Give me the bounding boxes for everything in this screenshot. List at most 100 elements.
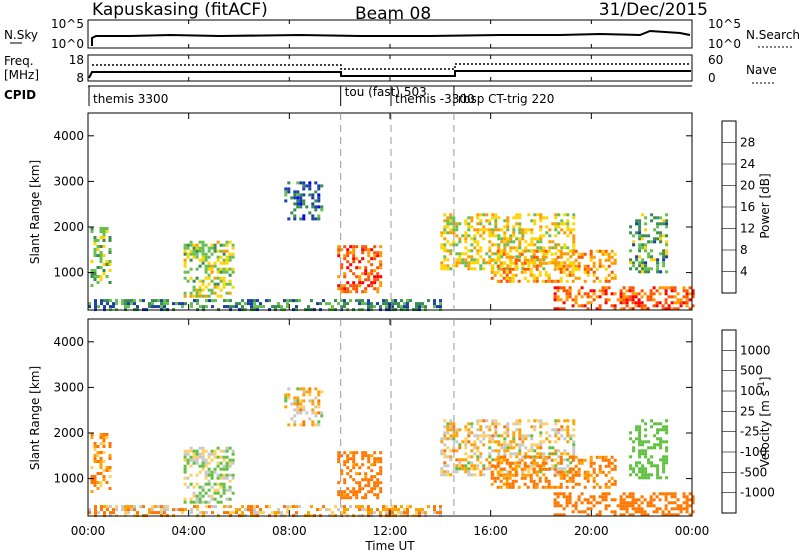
echo-cell [204, 294, 208, 298]
echo-cell [553, 467, 557, 471]
velocity-colorbar-label: 1000 [740, 343, 771, 357]
echo-cell [452, 264, 456, 268]
echo-cell [665, 225, 669, 229]
echo-cell [607, 504, 611, 508]
echo-cell [337, 457, 341, 461]
echo-cell [204, 276, 208, 280]
echo-cell [355, 496, 359, 500]
echo-cell [364, 478, 368, 482]
echo-cell [646, 298, 650, 302]
echo-cell [443, 443, 447, 447]
echo-cell [476, 467, 480, 471]
echo-cell [186, 243, 190, 247]
echo-cell [458, 255, 462, 259]
echo-cell [550, 485, 554, 489]
echo-cell [433, 505, 436, 509]
echo-cell [527, 434, 531, 438]
echo-cell [563, 231, 567, 235]
echo-cell [370, 508, 373, 512]
echo-cell [446, 264, 450, 268]
echo-cell [493, 270, 497, 274]
echo-cell [515, 255, 519, 259]
echo-cell [204, 255, 208, 259]
echo-cell [556, 279, 560, 283]
echo-cell [685, 501, 689, 505]
echo-cell [635, 255, 639, 259]
echo-cell [376, 508, 379, 512]
echo-cell [352, 254, 356, 258]
echo-cell [641, 234, 645, 238]
echo-cell [160, 299, 163, 303]
echo-cell [637, 507, 641, 511]
echo-cell [96, 266, 100, 269]
echo-cell [376, 287, 380, 291]
echo-cell [503, 452, 507, 456]
echo-cell [497, 228, 501, 232]
echo-cell [520, 252, 524, 256]
echo-cell [446, 473, 450, 477]
echo-cell [539, 452, 543, 456]
echo-cell [367, 275, 371, 279]
echo-cell [216, 446, 220, 450]
echo-cell [506, 446, 510, 450]
echo-cell [105, 263, 109, 266]
echo-cell [656, 225, 660, 229]
echo-cell [559, 485, 563, 489]
echo-cell [99, 275, 103, 278]
echo-cell [358, 508, 361, 512]
echo-cell [189, 252, 193, 256]
echo-cell [94, 302, 97, 306]
echo-cell [613, 510, 617, 514]
echo-cell [530, 434, 534, 438]
echo-cell [202, 511, 205, 515]
echo-cell [470, 267, 474, 271]
echo-cell [479, 428, 483, 432]
echo-cell [446, 431, 450, 435]
echo-cell [491, 440, 495, 444]
echo-cell [397, 302, 400, 306]
echo-cell [635, 219, 639, 223]
echo-cell [514, 473, 518, 477]
echo-cell [658, 286, 662, 290]
echo-cell [464, 428, 468, 432]
echo-cell [201, 467, 205, 471]
echo-cell [557, 455, 561, 459]
echo-cell [565, 501, 569, 505]
echo-cell [577, 276, 581, 280]
echo-cell [352, 487, 356, 491]
echo-cell [497, 234, 501, 238]
echo-cell [322, 299, 325, 303]
echo-cell [538, 270, 542, 274]
echo-cell [676, 513, 680, 517]
echo-cell [664, 498, 668, 502]
echo-cell [523, 258, 527, 262]
echo-cell [640, 304, 644, 308]
echo-cell [644, 470, 648, 474]
echo-cell [352, 287, 356, 291]
echo-cell [583, 279, 587, 283]
echo-cell [659, 216, 663, 220]
echo-cell [521, 443, 525, 447]
echo-cell [586, 267, 590, 271]
echo-cell [376, 266, 380, 270]
echo-cell [559, 249, 563, 253]
echo-cell [530, 258, 534, 262]
echo-cell [544, 270, 548, 274]
echo-cell [641, 464, 645, 468]
echo-cell [436, 511, 439, 515]
echo-cell [121, 302, 124, 306]
echo-cell [443, 455, 447, 459]
echo-cell [565, 292, 569, 296]
echo-cell [346, 460, 350, 464]
echo-cell [691, 289, 695, 293]
echo-cell [482, 237, 486, 241]
echo-cell [216, 249, 220, 253]
echo-cell [409, 299, 412, 303]
echo-cell [311, 420, 315, 424]
echo-cell [607, 461, 611, 465]
echo-cell [296, 196, 300, 200]
echo-cell [253, 505, 256, 509]
echo-cell [232, 511, 235, 515]
echo-cell [571, 485, 575, 489]
echo-cell [241, 299, 244, 303]
